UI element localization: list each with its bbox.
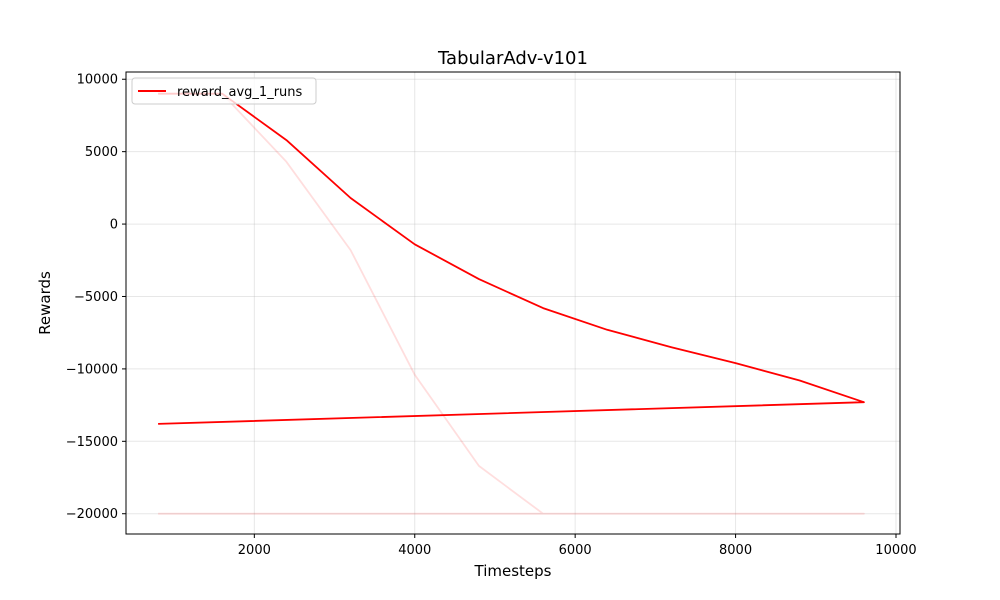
x-tick-label: 4000 <box>398 543 431 558</box>
y-axis-label: Rewards <box>36 271 54 335</box>
grid <box>126 72 900 534</box>
y-tick-label: −5000 <box>74 290 118 305</box>
x-tick-label: 2000 <box>238 543 271 558</box>
series-line-faint <box>158 92 865 515</box>
legend-label: reward_avg_1_runs <box>177 85 303 100</box>
y-tick-label: −10000 <box>66 362 118 377</box>
plot-frame <box>125 71 901 535</box>
series-line-reward-avg-1-runs <box>158 92 865 425</box>
x-axis-label: Timesteps <box>474 562 552 580</box>
ticks: 2000 4000 6000 8000 10000 10000 5000 0 −5000 −100… <box>66 73 917 558</box>
legend-box <box>131 77 317 105</box>
y-tick-label: −15000 <box>66 435 118 450</box>
y-tick-label: −20000 <box>66 507 118 522</box>
legend: reward_avg_1_runs <box>131 77 317 105</box>
y-tick-label: 0 <box>110 218 118 233</box>
y-tick-label: 5000 <box>85 145 118 160</box>
series-layer <box>158 92 865 515</box>
x-tick-label: 6000 <box>559 543 592 558</box>
y-tick-label: 10000 <box>77 73 118 88</box>
x-tick-label: 10000 <box>875 543 916 558</box>
x-tick-label: 8000 <box>719 543 752 558</box>
chart-title: TabularAdv-v101 <box>437 48 588 69</box>
